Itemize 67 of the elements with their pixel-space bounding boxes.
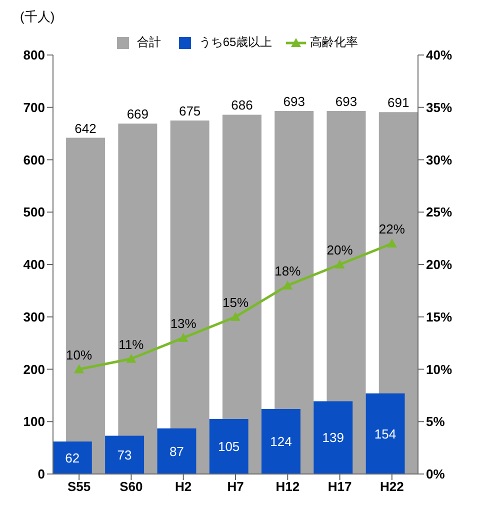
bar	[261, 409, 300, 474]
data-label: 686	[231, 98, 253, 113]
x-tick-label: H2	[175, 479, 192, 494]
bar	[52, 442, 92, 474]
y2-tick-label: 0%	[426, 466, 446, 482]
legend-label: 合計	[136, 34, 161, 51]
y2-tick-label: 30%	[426, 152, 452, 168]
y-axis-title: (千人)	[20, 8, 56, 24]
point	[282, 280, 293, 290]
data-label: 22%	[378, 222, 406, 237]
y2-tick-label: 25%	[426, 204, 452, 220]
x-tick-label: H12	[276, 479, 300, 494]
data-label: 693	[335, 94, 358, 110]
point	[126, 354, 136, 363]
x-tick-label: S60	[120, 479, 143, 494]
y2-tick-label: 35%	[426, 100, 452, 115]
bar	[314, 401, 353, 474]
y-tick-label: 200	[23, 362, 45, 377]
bar	[118, 124, 158, 474]
data-label: 105	[218, 439, 240, 454]
legend-label: 高齢化率	[310, 34, 358, 51]
bar	[157, 428, 196, 474]
data-label: 73	[117, 448, 132, 462]
y2-tick-label: 5%	[426, 414, 446, 430]
data-label: 13%	[170, 316, 197, 331]
data-label: 154	[374, 426, 396, 442]
data-label: 10%	[66, 347, 93, 362]
point	[178, 332, 188, 342]
y-tick-label: 600	[23, 152, 45, 168]
data-label: 675	[178, 103, 201, 118]
y2-tick-label: 10%	[426, 362, 452, 377]
point	[74, 364, 84, 374]
data-label: 15%	[222, 294, 249, 310]
data-label: 669	[126, 106, 149, 122]
x-tick-label: S55	[68, 479, 91, 494]
data-label: 691	[388, 95, 410, 110]
bar	[209, 419, 248, 474]
x-tick-label: H17	[328, 479, 352, 494]
y2-tick-label: 20%	[426, 257, 452, 272]
data-label: 642	[74, 120, 96, 136]
y-tick-label: 100	[23, 414, 45, 430]
point	[334, 260, 345, 268]
x-tick-label: H7	[227, 479, 244, 494]
data-label: 11%	[118, 336, 144, 352]
point	[230, 312, 240, 321]
y-tick-label: 0	[38, 466, 45, 482]
data-label: 139	[322, 430, 344, 446]
data-label: 18%	[274, 263, 302, 278]
y-tick-label: 800	[23, 48, 45, 63]
data-label: 124	[270, 434, 292, 450]
bar	[105, 436, 144, 474]
bar	[66, 138, 106, 474]
data-label: 20%	[326, 242, 354, 258]
y-tick-label: 400	[23, 257, 45, 272]
y-tick-label: 300	[23, 309, 45, 324]
bar	[170, 120, 210, 474]
y2-tick-label: 15%	[426, 309, 452, 324]
y-tick-label: 500	[23, 204, 45, 220]
point	[386, 238, 397, 248]
legend-label: うち65歳以上	[198, 34, 272, 51]
x-tick-label: H22	[380, 479, 404, 494]
bar	[366, 393, 405, 474]
data-label: 87	[169, 444, 184, 459]
y-tick-label: 700	[23, 100, 45, 115]
data-label: 693	[283, 94, 305, 110]
data-label: 62	[65, 450, 80, 466]
y2-tick-label: 40%	[426, 48, 452, 63]
